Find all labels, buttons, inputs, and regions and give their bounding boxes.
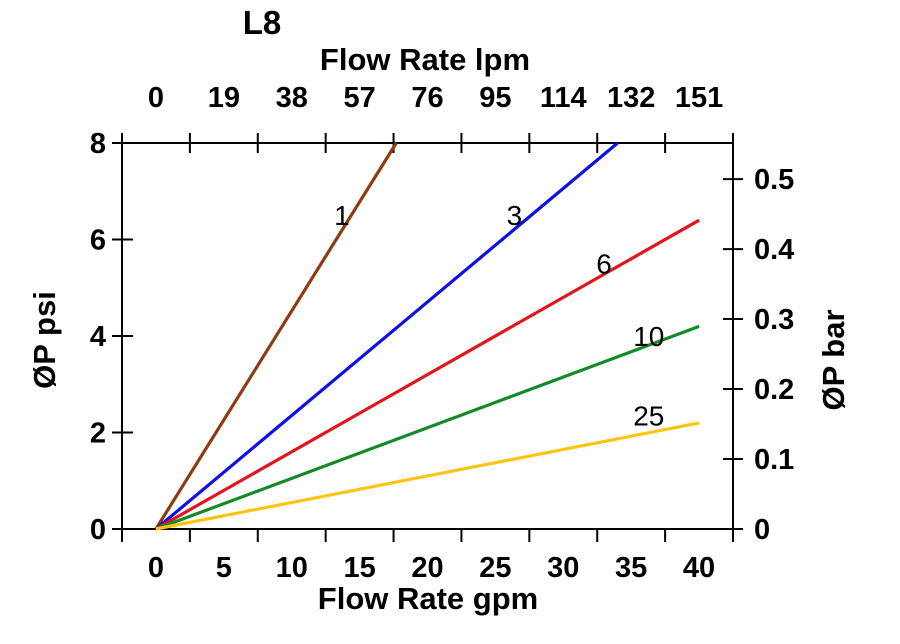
top-axis-tick-label: 132	[607, 82, 655, 114]
series-line-1	[154, 142, 398, 530]
top-axis-tick-label: 38	[276, 82, 308, 114]
top-axis-tick-label: 95	[479, 82, 511, 114]
top-axis-tick-label: 114	[540, 82, 587, 114]
left-axis-title: ØP psi	[27, 291, 62, 389]
right-axis-tick-label: 0	[754, 514, 770, 546]
right-axis-tick-label: 0.1	[754, 444, 794, 476]
bottom-axis-tick-label: 25	[479, 552, 511, 584]
top-axis-tick-label: 76	[411, 82, 443, 114]
series-line-3	[154, 141, 619, 531]
chart-title: L8	[242, 4, 282, 41]
series-label-1: 1	[334, 200, 350, 231]
right-axis-tick-label: 0.4	[754, 234, 794, 266]
series-line-25	[155, 421, 700, 531]
right-axis-tick-label: 0.5	[754, 164, 794, 196]
bottom-axis-tick-label: 40	[683, 552, 715, 584]
right-axis-tick-label: 0.2	[754, 374, 794, 406]
left-axis-tick-label: 2	[90, 418, 106, 450]
right-axis-tick-label: 0.3	[754, 304, 794, 336]
left-axis-tick-label: 0	[90, 514, 106, 546]
series-label-10: 10	[633, 321, 664, 352]
bottom-axis-tick-label: 10	[276, 552, 308, 584]
bottom-axis-tick-label: 35	[615, 552, 647, 584]
left-axis-tick-label: 4	[90, 321, 106, 353]
series-line-10	[155, 324, 700, 531]
left-axis-tick-label: 8	[90, 128, 106, 160]
series-label-3: 3	[507, 200, 523, 231]
top-axis-tick-label: 19	[208, 82, 240, 114]
bottom-axis-tick-label: 30	[547, 552, 579, 584]
bottom-axis-tick-label: 20	[411, 552, 443, 584]
series-label-6: 6	[596, 248, 612, 279]
left-axis-tick-label: 6	[90, 225, 106, 257]
bottom-axis-title: Flow Rate gpm	[317, 581, 539, 616]
bottom-axis-tick-label: 15	[343, 552, 375, 584]
bottom-axis-tick-label: 0	[148, 552, 164, 584]
top-axis-tick-label: 57	[343, 82, 375, 114]
bottom-axis-tick-label: 5	[216, 552, 232, 584]
top-axis-title: Flow Rate lpm	[319, 42, 531, 77]
top-axis-tick-label: 151	[675, 82, 723, 114]
top-axis-tick-label: 0	[148, 82, 164, 114]
series-label-25: 25	[633, 400, 664, 431]
right-axis-title: ØP bar	[816, 309, 851, 411]
series-line-6	[155, 218, 700, 531]
